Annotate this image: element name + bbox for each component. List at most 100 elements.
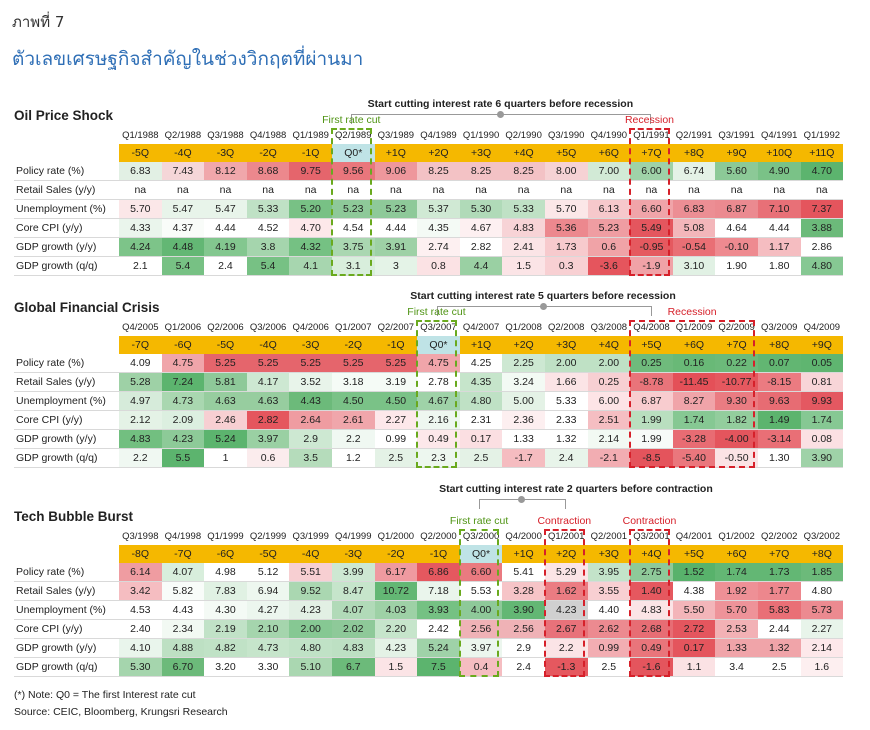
data-cell: 2.82	[459, 237, 503, 257]
table-row: Policy rate (%) 6.14 4.07 4.98 5.12 5.51 3.99 6…	[14, 563, 844, 582]
data-cell: 2.25	[502, 354, 545, 373]
row-label	[14, 545, 119, 563]
data-cell: 5.4	[246, 256, 290, 276]
data-cell: 9.75	[289, 162, 332, 181]
relative-quarter: +2Q	[502, 336, 545, 354]
data-cell: 3.97	[459, 638, 503, 658]
data-cell: na	[374, 180, 418, 200]
data-cell: 5.50	[672, 600, 716, 620]
data-cell: 4.17	[246, 372, 290, 392]
data-cell: 0.22	[715, 354, 758, 373]
data-cell: 2.1	[119, 256, 162, 276]
relative-quarter: +5Q	[630, 336, 673, 354]
data-cell: 1.74	[715, 563, 758, 582]
quarter-header: Q2/2000	[420, 530, 457, 542]
data-cell: 1	[204, 448, 247, 468]
data-cell: 6.83	[672, 199, 716, 219]
row-label: GDP growth (y/y)	[14, 638, 119, 658]
relative-quarter: -3Q	[204, 144, 247, 162]
relative-quarter: +1Q	[459, 336, 503, 354]
data-cell: 2.9	[502, 638, 545, 658]
data-cell: 4.83	[331, 638, 375, 658]
data-cell: 2.00	[544, 354, 588, 373]
data-cell: 1.5	[502, 256, 545, 276]
relative-quarter: -6Q	[204, 545, 247, 563]
data-cell: 3.90	[502, 600, 545, 620]
relative-quarter: +3Q	[544, 336, 588, 354]
data-cell: 6.60	[459, 563, 503, 582]
annotation-dot	[518, 496, 526, 503]
quarter-header: Q3/1999	[292, 530, 329, 542]
data-cell: 5.36	[544, 218, 588, 238]
footnote: (*) Note: Q0 = The first Interest rate c…	[14, 689, 196, 701]
data-cell: 5.24	[204, 429, 247, 449]
data-cell: 4.19	[204, 237, 247, 257]
data-cell: 5.81	[204, 372, 247, 392]
data-cell: 4.54	[331, 218, 375, 238]
quarter-header: Q2/2001	[590, 530, 628, 542]
data-cell: 3.97	[246, 429, 290, 449]
data-cell: 2.27	[800, 619, 844, 639]
data-cell: 4.83	[502, 218, 545, 238]
data-cell: na	[544, 180, 588, 200]
data-cell: 5.00	[502, 391, 545, 411]
data-cell: 5.25	[204, 354, 247, 373]
data-cell: 4.80	[800, 581, 844, 601]
data-cell: na	[800, 180, 844, 200]
row-label: Retail Sales (y/y)	[14, 372, 119, 392]
data-cell: 2.31	[459, 410, 503, 430]
data-cell: 7.24	[161, 372, 205, 392]
data-cell: 4.63	[204, 391, 247, 411]
data-cell: 7.83	[204, 581, 247, 601]
relative-quarter: +1Q	[502, 545, 545, 563]
data-cell: 2.2	[119, 448, 162, 468]
data-cell: 1.32	[544, 429, 588, 449]
data-cell: 2.5	[374, 448, 418, 468]
relative-quarter: -4Q	[246, 336, 290, 354]
relative-quarter: +5Q	[672, 545, 716, 563]
quarter-header: Q1/2001	[548, 530, 585, 542]
data-cell: 6.60	[630, 199, 673, 219]
relative-quarter: -3Q	[331, 545, 375, 563]
data-cell: 1.17	[757, 237, 801, 257]
quarter-header: Q3/1990	[548, 129, 585, 141]
table-row: Core CPI (y/y) 2.12 2.09 2.46 2.82 2.64 2.61 2.…	[14, 410, 844, 430]
relative-quarter: +6Q	[715, 545, 758, 563]
data-cell: 6.70	[161, 657, 205, 677]
data-cell: 0.8	[417, 256, 460, 276]
data-cell: -8.15	[757, 372, 801, 392]
recession-label: Contraction	[622, 515, 677, 527]
relative-quarter: +4Q	[630, 545, 673, 563]
data-cell: 2.27	[374, 410, 418, 430]
relative-quarter: +8Q	[800, 545, 844, 563]
data-cell: 2.64	[289, 410, 332, 430]
data-cell: na	[119, 180, 162, 200]
relative-quarter: -1Q	[289, 144, 332, 162]
data-cell: na	[204, 180, 247, 200]
data-cell: -10.77	[715, 372, 758, 392]
data-cell: 1.99	[630, 410, 673, 430]
row-label: Policy rate (%)	[14, 162, 119, 181]
data-cell: 4.37	[161, 218, 205, 238]
relative-quarter: -2Q	[331, 336, 375, 354]
data-cell: 0.07	[757, 354, 801, 373]
data-cell: 6.13	[587, 199, 631, 219]
table-row: Retail Sales (y/y) na na na na na na na na na na na…	[14, 180, 844, 200]
data-cell: na	[331, 180, 375, 200]
quarter-header: Q4/2000	[505, 530, 542, 542]
data-cell: 6.00	[630, 162, 673, 181]
data-cell: 4.1	[289, 256, 332, 276]
row-label	[14, 527, 119, 545]
data-cell: 0.25	[630, 354, 673, 373]
table-row: GDP growth (y/y) 4.83 4.23 5.24 3.97 2.9 2.2 0.…	[14, 429, 844, 449]
quarter-header-row: Q4/2005 Q1/2006 Q2/2006 Q3/2006 Q4/2006 Q1/20…	[14, 318, 843, 336]
data-cell: 5.47	[204, 199, 247, 219]
data-cell: -0.10	[715, 237, 758, 257]
data-cell: 2.62	[587, 619, 631, 639]
data-cell: 4.23	[289, 600, 332, 620]
quarter-header: Q1/2008	[505, 321, 542, 333]
data-cell: 2.5	[459, 448, 503, 468]
data-cell: 1.1	[672, 657, 716, 677]
data-cell: 2.10	[246, 619, 290, 639]
quarter-header: Q1/2009	[675, 321, 713, 333]
